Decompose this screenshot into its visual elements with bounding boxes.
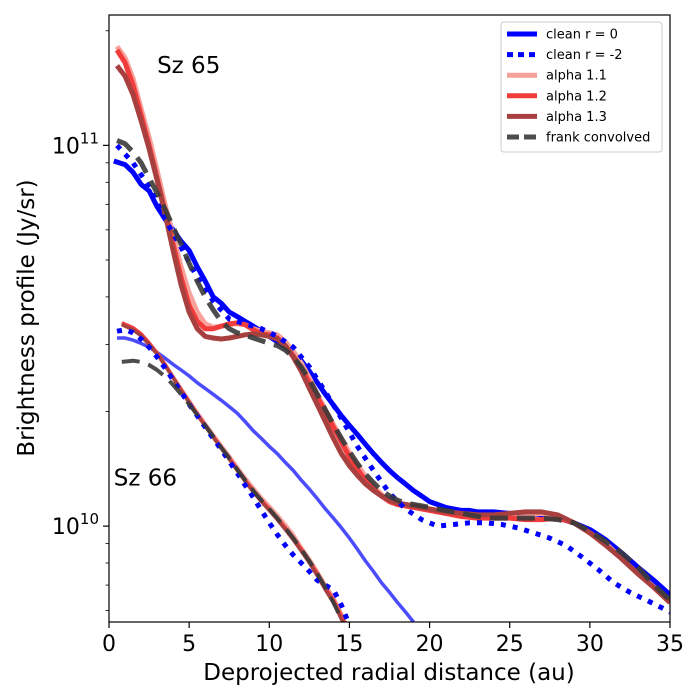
series-line-alpha-1-3-sz-65 bbox=[115, 64, 670, 605]
x-axis-label: Deprojected radial distance (au) bbox=[203, 660, 574, 686]
plot-frame bbox=[108, 14, 671, 623]
x-tick-label: 20 bbox=[416, 632, 444, 657]
legend-label-clean-r-2: clean r = -2 bbox=[546, 48, 623, 63]
series-layer bbox=[113, 44, 670, 622]
y-axis-label: Brightness profile (Jy/sr) bbox=[14, 179, 40, 456]
x-tick-label: 15 bbox=[335, 632, 363, 657]
legend-label-clean-r-0: clean r = 0 bbox=[546, 28, 618, 43]
y-tick-label: 1011 bbox=[52, 129, 99, 159]
axis-ticks: 0 5 10 15 20 25 30 35 1010 1011 bbox=[52, 30, 684, 657]
annotation-layer: Sz 65 Sz 66 bbox=[114, 53, 221, 491]
series-line-clean-r-0-sz-66 bbox=[117, 336, 415, 622]
legend-label-alpha-1-3: alpha 1.3 bbox=[546, 110, 607, 125]
legend-label-alpha-1-2: alpha 1.2 bbox=[546, 89, 607, 104]
x-tick-label: 10 bbox=[255, 632, 283, 657]
annotation-sz-66: Sz 66 bbox=[114, 465, 177, 491]
series-line-frank-convolved-sz-65 bbox=[116, 138, 670, 602]
x-tick-label: 30 bbox=[576, 632, 604, 657]
x-tick-label: 5 bbox=[182, 632, 196, 657]
x-tick-label: 25 bbox=[496, 632, 524, 657]
x-tick-label: 35 bbox=[656, 632, 684, 657]
x-tick-label: 0 bbox=[102, 632, 116, 657]
legend-label-frank-convolved: frank convolved bbox=[546, 131, 650, 146]
legend-box bbox=[500, 21, 663, 153]
series-line-clean-r-2-sz-66 bbox=[116, 327, 351, 622]
legend: clean r = 0 clean r = -2 alpha 1.1 alpha 1.… bbox=[500, 21, 663, 153]
annotation-sz-65: Sz 65 bbox=[157, 53, 220, 79]
legend-label-alpha-1-1: alpha 1.1 bbox=[546, 69, 607, 84]
y-tick-label: 1010 bbox=[52, 510, 99, 540]
series-line-frank-convolved-sz-66 bbox=[121, 358, 345, 622]
